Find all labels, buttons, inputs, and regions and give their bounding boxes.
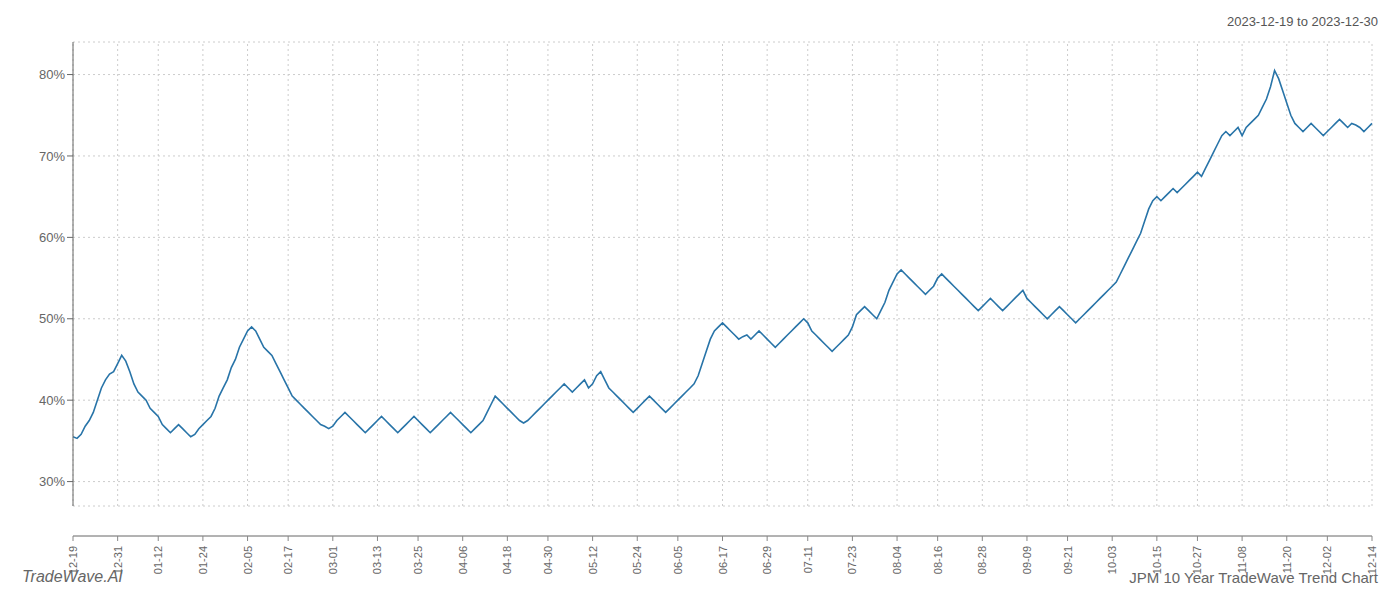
- svg-text:03-25: 03-25: [412, 546, 424, 574]
- svg-text:12-14: 12-14: [1366, 546, 1378, 575]
- svg-text:01-24: 01-24: [197, 546, 209, 574]
- svg-text:10-15: 10-15: [1150, 546, 1163, 575]
- svg-text:06-29: 06-29: [761, 546, 773, 574]
- svg-text:01-12: 01-12: [152, 546, 164, 574]
- svg-text:80%: 80%: [39, 67, 65, 82]
- svg-text:06-17: 06-17: [717, 546, 729, 574]
- svg-text:07-23: 07-23: [846, 546, 858, 574]
- svg-text:02-17: 02-17: [282, 546, 294, 574]
- svg-text:60%: 60%: [39, 230, 65, 245]
- svg-text:08-16: 08-16: [932, 546, 944, 574]
- svg-text:11-08: 11-08: [1236, 546, 1249, 574]
- svg-text:02-05: 02-05: [242, 546, 254, 574]
- svg-text:09-21: 09-21: [1062, 546, 1074, 574]
- svg-text:50%: 50%: [39, 311, 65, 326]
- svg-text:40%: 40%: [39, 393, 65, 408]
- html-text:JPM 10 Year TradeWave Trend Ch: JPM 10 Year TradeWave Trend Chart: [1129, 569, 1378, 586]
- svg-text:08-04: 08-04: [891, 546, 903, 574]
- svg-text:06-05: 06-05: [672, 546, 684, 574]
- svg-text:12-31: 12-31: [111, 546, 124, 575]
- svg-text:07-11: 07-11: [802, 546, 814, 573]
- svg-text:04-06: 04-06: [457, 546, 469, 574]
- svg-text:03-01: 03-01: [327, 546, 339, 574]
- svg-text:12-19: 12-19: [67, 546, 79, 575]
- svg-text:04-18: 04-18: [501, 546, 513, 574]
- html-text:2023-12-19 to 2023-12-30: 2023-12-19 to 2023-12-30: [1226, 14, 1378, 29]
- svg-text:12-02: 12-02: [1321, 546, 1334, 575]
- svg-text:10-27: 10-27: [1191, 546, 1204, 575]
- svg-text:09-09: 09-09: [1021, 546, 1033, 574]
- svg-text:05-24: 05-24: [631, 546, 643, 574]
- svg-text:03-13: 03-13: [371, 546, 383, 574]
- svg-text:10-03: 10-03: [1106, 546, 1118, 574]
- svg-text:08-28: 08-28: [976, 546, 988, 574]
- svg-text:05-12: 05-12: [587, 546, 599, 574]
- svg-text:30%: 30%: [39, 474, 65, 489]
- html-text:TradeWave.AI: TradeWave.AI: [22, 568, 123, 585]
- svg-text:11-20: 11-20: [1280, 546, 1293, 574]
- svg-text:04-30: 04-30: [542, 546, 554, 574]
- svg-text:70%: 70%: [39, 149, 65, 164]
